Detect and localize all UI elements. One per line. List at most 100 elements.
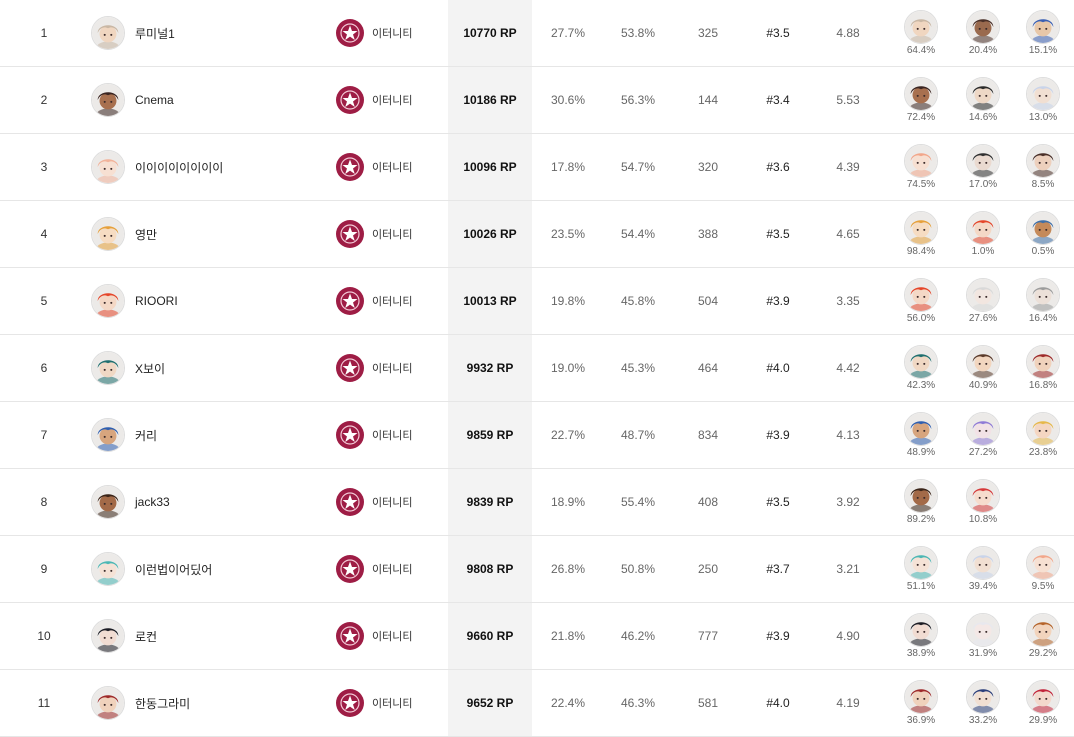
most-played-character[interactable]: 14.6% — [958, 67, 1008, 133]
player-name[interactable]: 한동그라미 — [135, 696, 191, 711]
most-played-character[interactable]: 89.2% — [896, 469, 946, 535]
player-cell[interactable]: 영만 — [91, 201, 321, 267]
eternity-tier-icon — [336, 19, 364, 47]
character-portrait — [1026, 546, 1060, 580]
character-pick-rate: 10.8% — [968, 514, 998, 525]
character-portrait — [966, 345, 1000, 379]
character-portrait — [1026, 10, 1060, 44]
player-name[interactable]: 루미널1 — [135, 26, 175, 41]
table-row[interactable]: 3 이이이이이이이이 이터니티 10096 RP 17.8% 54.7% 320 #3.6 4.… — [0, 134, 1074, 201]
table-row[interactable]: 8 jack33 이터니티 9839 RP 18.9% 55.4% 408 #3.5 3.92 8… — [0, 469, 1074, 536]
player-cell[interactable]: Cnema — [91, 67, 321, 133]
stat-rate-2: 56.3% — [620, 93, 656, 107]
most-played-character[interactable]: 40.9% — [958, 335, 1008, 401]
most-played-character[interactable]: 13.0% — [1018, 67, 1068, 133]
character-portrait — [966, 412, 1000, 446]
most-played-character[interactable]: 38.9% — [896, 603, 946, 669]
most-played-character[interactable]: 29.2% — [1018, 603, 1068, 669]
most-played-character[interactable]: 64.4% — [896, 0, 946, 66]
player-cell[interactable]: 한동그라미 — [91, 670, 321, 736]
most-played-character[interactable]: 27.6% — [958, 268, 1008, 334]
stat-rate-1: 18.9% — [550, 495, 586, 509]
most-played-character[interactable]: 0.5% — [1018, 201, 1068, 267]
rank-number: 2 — [40, 93, 48, 107]
player-name[interactable]: 커리 — [135, 428, 158, 443]
player-cell[interactable]: 로컨 — [91, 603, 321, 669]
most-played-character[interactable]: 31.9% — [958, 603, 1008, 669]
stat-score: 4.65 — [836, 227, 860, 241]
most-played-character[interactable]: 56.0% — [896, 268, 946, 334]
most-played-character[interactable]: 10.8% — [958, 469, 1008, 535]
table-row[interactable]: 4 영만 이터니티 10026 RP 23.5% 54.4% 388 #3.5 4.65 98.4… — [0, 201, 1074, 268]
table-row[interactable]: 5 RIOORI 이터니티 10013 RP 19.8% 45.8% 504 #3.9 3.35… — [0, 268, 1074, 335]
most-played-character[interactable]: 9.5% — [1018, 536, 1068, 602]
stat-avg-rank: #3.4 — [766, 93, 790, 107]
most-played-character[interactable]: 16.4% — [1018, 268, 1068, 334]
tier-label: 이터니티 — [372, 28, 413, 40]
most-played-character[interactable]: 15.1% — [1018, 0, 1068, 66]
eternity-tier-icon — [336, 287, 364, 315]
stat-rate-2: 45.8% — [620, 294, 656, 308]
most-played-character[interactable]: 98.4% — [896, 201, 946, 267]
player-name[interactable]: 로컨 — [135, 629, 158, 644]
eternity-tier-icon — [336, 488, 364, 516]
player-avatar — [91, 619, 125, 653]
table-row[interactable]: 9 이런법이어딨어 이터니티 9808 RP 26.8% 50.8% 250 #3.7 3.21… — [0, 536, 1074, 603]
stat-rate-1: 19.0% — [550, 361, 586, 375]
player-name[interactable]: 영만 — [135, 227, 158, 242]
character-portrait — [966, 546, 1000, 580]
player-cell[interactable]: 커리 — [91, 402, 321, 468]
player-name[interactable]: 이런법이어딨어 — [135, 562, 213, 577]
most-played-character[interactable]: 29.9% — [1018, 670, 1068, 736]
most-played-character[interactable]: 27.2% — [958, 402, 1008, 468]
player-cell[interactable]: RIOORI — [91, 268, 321, 334]
most-played-character[interactable]: 48.9% — [896, 402, 946, 468]
eternity-tier-icon — [336, 555, 364, 583]
table-row[interactable]: 7 커리 이터니티 9859 RP 22.7% 48.7% 834 #3.9 4.13 48.9%… — [0, 402, 1074, 469]
character-pick-rate: 20.4% — [968, 45, 998, 56]
character-pick-rate: 89.2% — [906, 514, 936, 525]
player-name[interactable]: Cnema — [135, 93, 174, 107]
character-portrait — [904, 144, 938, 178]
most-played-character[interactable]: 42.3% — [896, 335, 946, 401]
character-pick-rate: 0.5% — [1031, 246, 1055, 257]
rank-number: 5 — [40, 294, 48, 308]
stat-rate-2: 45.3% — [620, 361, 656, 375]
most-played-character[interactable]: 51.1% — [896, 536, 946, 602]
stat-rate-1: 26.8% — [550, 562, 586, 576]
most-played-character[interactable]: 1.0% — [958, 201, 1008, 267]
player-name[interactable]: 이이이이이이이이 — [135, 160, 224, 175]
player-avatar — [91, 351, 125, 385]
player-cell[interactable]: X보이 — [91, 335, 321, 401]
character-portrait — [966, 77, 1000, 111]
most-played-character[interactable]: 36.9% — [896, 670, 946, 736]
most-played-character[interactable]: 23.8% — [1018, 402, 1068, 468]
player-cell[interactable]: 이이이이이이이이 — [91, 134, 321, 200]
player-avatar — [91, 485, 125, 519]
table-row[interactable]: 10 로컨 이터니티 9660 RP 21.8% 46.2% 777 #3.9 4.90 38.9… — [0, 603, 1074, 670]
most-played-character[interactable]: 72.4% — [896, 67, 946, 133]
rank-number: 11 — [37, 696, 51, 710]
character-pick-rate: 51.1% — [906, 581, 936, 592]
most-played-character[interactable]: 33.2% — [958, 670, 1008, 736]
table-row[interactable]: 6 X보이 이터니티 9932 RP 19.0% 45.3% 464 #4.0 4.42 42.3… — [0, 335, 1074, 402]
table-row[interactable]: 1 루미널1 이터니티 10770 RP 27.7% 53.8% 325 #3.5 4.88 64… — [0, 0, 1074, 67]
table-row[interactable]: 11 한동그라미 이터니티 9652 RP 22.4% 46.3% 581 #4.0 4.19 3… — [0, 670, 1074, 737]
player-name[interactable]: X보이 — [135, 361, 166, 376]
most-played-character[interactable]: 16.8% — [1018, 335, 1068, 401]
most-played-character[interactable]: 39.4% — [958, 536, 1008, 602]
character-portrait — [904, 613, 938, 647]
tier-cell: 이터니티 — [336, 603, 446, 669]
most-played-character[interactable]: 8.5% — [1018, 134, 1068, 200]
player-name[interactable]: RIOORI — [135, 294, 178, 308]
table-row[interactable]: 2 Cnema 이터니티 10186 RP 30.6% 56.3% 144 #3.4 5.53 7… — [0, 67, 1074, 134]
player-cell[interactable]: 루미널1 — [91, 0, 321, 66]
player-name[interactable]: jack33 — [135, 495, 170, 509]
stat-score: 5.53 — [836, 93, 860, 107]
player-cell[interactable]: jack33 — [91, 469, 321, 535]
most-played-character[interactable]: 74.5% — [896, 134, 946, 200]
character-portrait — [904, 77, 938, 111]
most-played-character[interactable]: 20.4% — [958, 0, 1008, 66]
player-cell[interactable]: 이런법이어딨어 — [91, 536, 321, 602]
most-played-character[interactable]: 17.0% — [958, 134, 1008, 200]
